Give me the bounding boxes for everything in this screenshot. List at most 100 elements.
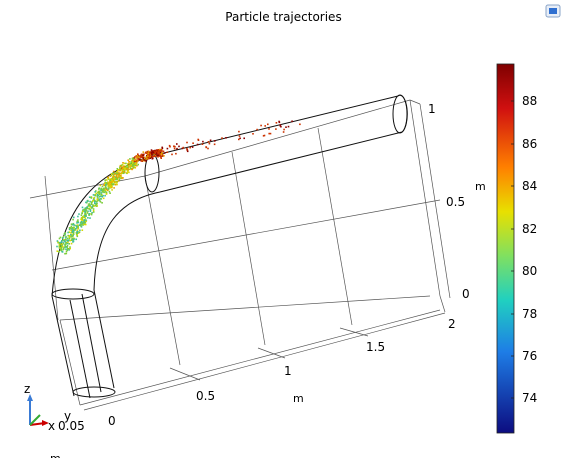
- particle: [102, 190, 104, 192]
- particle: [77, 230, 79, 233]
- particle: [133, 158, 135, 160]
- particle: [133, 160, 136, 163]
- colorbar-tick-80: 80: [522, 264, 537, 278]
- particle: [68, 243, 70, 245]
- particle: [90, 212, 93, 215]
- particle: [86, 207, 88, 210]
- particle: [144, 158, 146, 160]
- particle: [158, 155, 161, 157]
- particle: [117, 180, 120, 182]
- particle: [201, 143, 204, 145]
- particle: [285, 126, 287, 128]
- particle: [239, 137, 241, 140]
- particle: [133, 157, 135, 159]
- particle: [89, 206, 91, 208]
- particle: [80, 223, 83, 226]
- particle: [134, 161, 136, 164]
- colorbar-tick-74: 74: [522, 391, 537, 405]
- particle: [256, 128, 258, 131]
- particle: [70, 223, 73, 225]
- particle: [66, 248, 69, 250]
- particle: [174, 145, 176, 148]
- particle: [95, 192, 98, 195]
- particle: [64, 238, 67, 241]
- particle: [287, 125, 290, 128]
- particle: [135, 163, 137, 165]
- particle: [152, 152, 155, 154]
- particle: [84, 215, 87, 217]
- particle: [77, 215, 79, 218]
- particle: [91, 207, 93, 209]
- particle: [134, 158, 136, 161]
- particle: [111, 177, 114, 180]
- particle: [147, 157, 149, 159]
- particle: [119, 172, 121, 174]
- particle: [60, 246, 63, 249]
- particle: [108, 182, 110, 184]
- particle: [141, 156, 143, 158]
- particle: [136, 162, 138, 164]
- particle: [89, 208, 91, 210]
- z-tick-1: 1: [428, 102, 436, 116]
- particle: [81, 216, 84, 218]
- particle: [99, 192, 101, 194]
- particle: [56, 245, 58, 248]
- particle: [104, 194, 106, 197]
- particle: [82, 219, 84, 221]
- particle: [92, 204, 95, 207]
- particle: [130, 167, 132, 169]
- particle: [76, 234, 78, 236]
- graphics-window-icon[interactable]: [545, 4, 561, 18]
- particle: [126, 165, 128, 167]
- particle: [207, 147, 209, 150]
- particle: [116, 176, 119, 179]
- particle: [72, 234, 74, 236]
- particle: [83, 216, 86, 218]
- particle: [126, 172, 128, 174]
- particle: [131, 168, 133, 171]
- particle: [123, 162, 126, 165]
- particle: [122, 162, 124, 164]
- particle: [85, 213, 87, 216]
- particle: [160, 149, 163, 151]
- colorbar-tick-86: 86: [522, 137, 537, 151]
- particle: [73, 229, 75, 232]
- particle: [78, 231, 81, 233]
- particle: [131, 159, 133, 162]
- particle: [105, 182, 108, 184]
- particle: [278, 121, 281, 124]
- particle: [127, 159, 129, 161]
- particle: [96, 196, 99, 198]
- particle: [214, 140, 216, 142]
- particle: [74, 229, 76, 231]
- particle: [111, 182, 113, 185]
- particle: [100, 189, 102, 192]
- particle: [238, 130, 240, 133]
- particle: [86, 200, 89, 202]
- particle: [115, 173, 118, 176]
- particle: [120, 173, 122, 175]
- particle: [106, 179, 108, 181]
- particle: [137, 153, 139, 155]
- particle: [213, 143, 216, 146]
- particle: [86, 212, 89, 214]
- particle: [84, 208, 87, 211]
- particle: [98, 187, 101, 190]
- particle: [151, 152, 153, 154]
- particle: [121, 168, 124, 170]
- orientation-triad: z y x 0.05: [24, 382, 85, 433]
- particle: [116, 181, 118, 183]
- particle: [84, 211, 86, 213]
- particle: [279, 124, 282, 126]
- particle: [136, 160, 139, 162]
- particle: [260, 124, 262, 127]
- x-tick-2: 2: [448, 317, 456, 331]
- particle: [71, 228, 73, 230]
- particle: [128, 164, 130, 167]
- particle: [145, 151, 147, 154]
- particle: [132, 167, 134, 170]
- particle: [115, 175, 118, 178]
- particle: [141, 160, 144, 162]
- particle: [111, 181, 114, 184]
